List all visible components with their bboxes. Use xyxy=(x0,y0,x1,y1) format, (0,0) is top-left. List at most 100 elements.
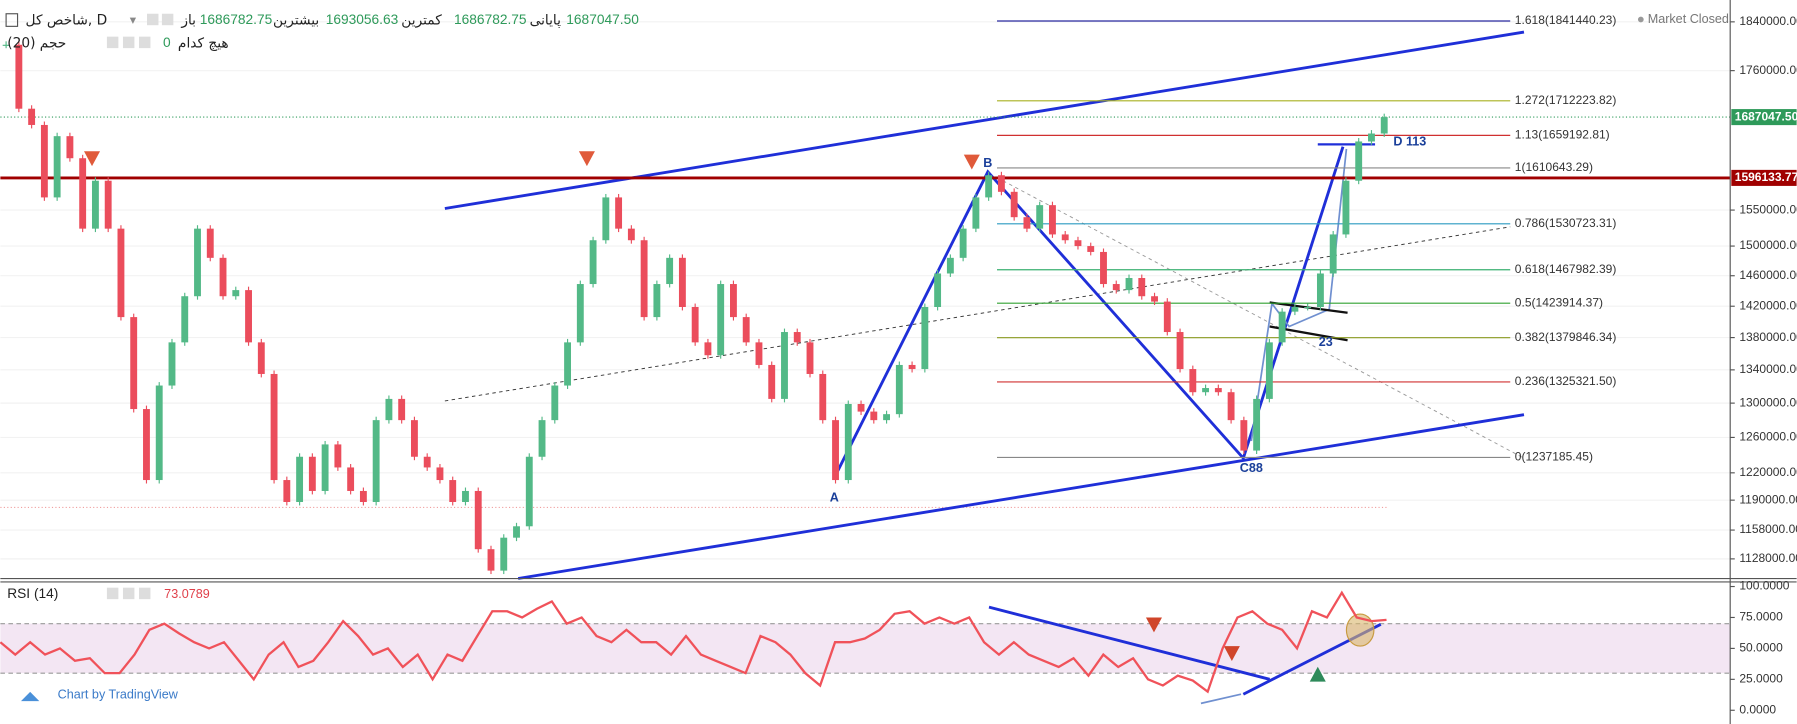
candle xyxy=(678,257,686,307)
icon[interactable] xyxy=(122,36,135,49)
candle xyxy=(525,456,533,527)
candle xyxy=(1380,117,1388,134)
y-tick-label: 1300000.00 xyxy=(1739,395,1797,409)
candle xyxy=(870,411,878,421)
icon[interactable] xyxy=(147,13,159,26)
arrow-down xyxy=(578,151,595,167)
icon[interactable] xyxy=(138,36,151,49)
candle xyxy=(781,332,788,399)
candle xyxy=(334,444,342,468)
price-marker xyxy=(1731,109,1797,126)
candle xyxy=(704,342,712,356)
price-axis: 1840000.00 1760000.00 1550000.00 1500000.00… xyxy=(1730,14,1797,716)
candle xyxy=(1100,251,1107,285)
candle xyxy=(806,342,814,374)
symbol[interactable]: شاخص کل, D xyxy=(26,13,108,29)
fib-label: 0.786(1530723.31) xyxy=(1515,216,1617,230)
candle xyxy=(1074,240,1082,247)
candle xyxy=(245,290,252,343)
y-tick-label: 25.0000 xyxy=(1739,672,1783,686)
rsi-trend xyxy=(988,605,1271,681)
candle xyxy=(130,317,138,410)
candle xyxy=(91,180,99,229)
candle xyxy=(1278,311,1286,343)
candle xyxy=(1214,388,1222,393)
y-tick-label: 1220000.00 xyxy=(1739,465,1797,479)
candle xyxy=(576,284,584,343)
candle xyxy=(1202,388,1210,393)
icon[interactable] xyxy=(106,36,119,49)
candle xyxy=(1163,301,1171,333)
candle xyxy=(934,273,942,307)
candle xyxy=(40,124,48,198)
arrow-down xyxy=(84,151,101,167)
ohlc-label: کمترین xyxy=(401,13,442,29)
candle xyxy=(589,240,597,285)
candle xyxy=(143,409,150,481)
candle xyxy=(1049,205,1056,235)
candle xyxy=(449,480,457,503)
candle xyxy=(308,456,316,491)
watermark[interactable]: Chart by TradingView xyxy=(58,688,179,702)
candle xyxy=(1253,398,1261,451)
candle xyxy=(768,364,776,399)
highlight-circle xyxy=(1345,613,1375,647)
candle xyxy=(1265,342,1273,399)
candle xyxy=(66,136,74,159)
icon[interactable] xyxy=(161,13,174,26)
candle xyxy=(1010,191,1018,218)
y-tick-label: 1550000.00 xyxy=(1739,202,1797,216)
ohlc-value: 1686782.75 xyxy=(200,12,273,27)
y-tick-label: 1340000.00 xyxy=(1739,362,1797,376)
candle xyxy=(436,467,444,481)
tv-logo[interactable] xyxy=(20,691,40,702)
candle xyxy=(793,332,801,343)
icon[interactable] xyxy=(106,587,119,600)
candle xyxy=(15,44,23,109)
y-tick-label: 0.0000 xyxy=(1739,702,1776,716)
candle xyxy=(717,284,725,356)
rsi-pointer xyxy=(1200,693,1242,705)
candle xyxy=(1291,306,1299,312)
candle xyxy=(1176,332,1184,370)
candle xyxy=(155,385,163,481)
candle xyxy=(921,306,929,370)
candle xyxy=(500,537,508,571)
rsi-band xyxy=(0,623,1731,674)
y-tick-label: 1128000.00 xyxy=(1739,551,1797,565)
candle xyxy=(832,420,839,481)
arrow-down xyxy=(963,154,980,170)
candle xyxy=(398,398,406,421)
candle xyxy=(181,296,189,343)
candle xyxy=(755,342,763,365)
candle xyxy=(1368,133,1375,142)
ohlc-label: بیشترین xyxy=(273,13,319,29)
candle xyxy=(359,490,367,503)
candle xyxy=(1189,369,1197,393)
dropdown[interactable]: ▾ xyxy=(130,12,137,27)
candle xyxy=(1355,141,1363,181)
price-marker-label: 1687047.50 xyxy=(1735,109,1797,123)
symbol-icon[interactable] xyxy=(5,13,19,27)
fib-label: 1.618(1841440.23) xyxy=(1515,13,1617,27)
channel-bottom xyxy=(517,413,1525,580)
volume-note: هیچ کدام xyxy=(178,36,229,52)
wave-label: A xyxy=(830,491,839,505)
icon[interactable] xyxy=(138,587,151,600)
rsi-band-fill xyxy=(0,623,1731,674)
candle xyxy=(908,364,916,370)
candle xyxy=(257,342,265,374)
candle xyxy=(666,257,674,285)
candle xyxy=(194,228,201,297)
candle xyxy=(972,197,980,229)
candle xyxy=(219,257,227,297)
candle xyxy=(1061,234,1069,241)
wave-label: D 113 xyxy=(1393,134,1426,148)
candle xyxy=(857,403,865,412)
candle xyxy=(385,398,393,421)
icon[interactable] xyxy=(122,587,135,600)
candle xyxy=(423,456,431,468)
candle xyxy=(640,240,648,318)
ohlc-value: 1687047.50 xyxy=(566,12,639,27)
candle xyxy=(104,180,112,229)
